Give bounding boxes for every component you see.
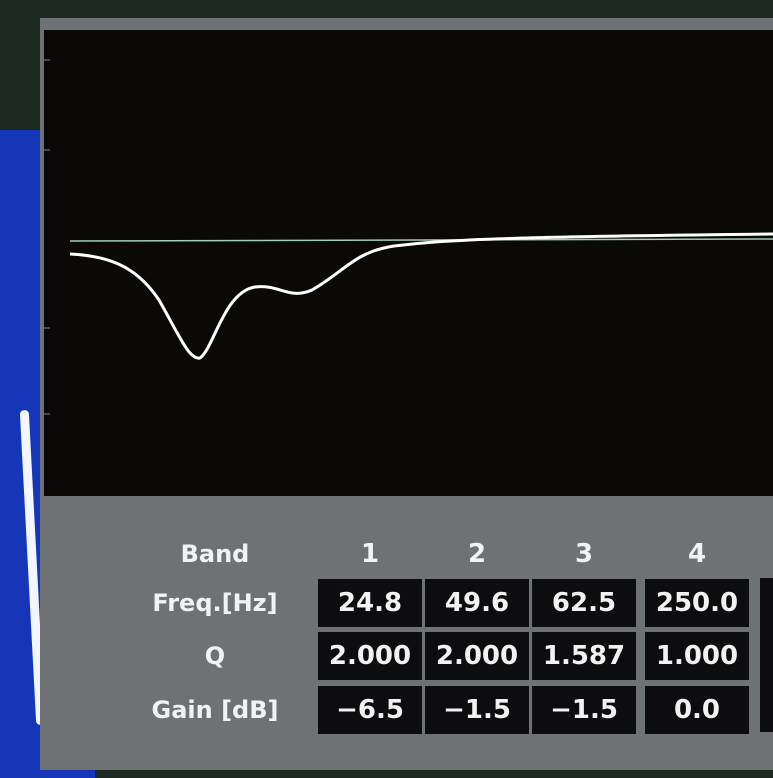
header-cell: 4 [687, 539, 707, 569]
value-cell: 49.6 [425, 579, 529, 627]
value-cell: 250.0 [645, 579, 749, 627]
header-cell: 2 [467, 539, 487, 569]
value-cell: 1.587 [532, 632, 636, 680]
value-cell: 0.0 [645, 686, 749, 734]
value-cell: 1.000 [645, 632, 749, 680]
value-cell: −6.5 [318, 686, 422, 734]
value-cell: 62.5 [532, 579, 636, 627]
header-cell: Band [180, 540, 250, 568]
eq-curve-svg [44, 59, 773, 415]
eq-graph [44, 30, 773, 496]
zero-line [69, 238, 773, 242]
header-cell: 1 [360, 539, 380, 569]
eq-curve [69, 232, 773, 360]
value-cell: 2.000 [318, 632, 422, 680]
row-label: Freq.[Hz] [152, 589, 278, 617]
header-cell: 3 [574, 539, 594, 569]
value-cell: 24.8 [318, 579, 422, 627]
value-cell: −1.5 [425, 686, 529, 734]
value-cell: −1.5 [532, 686, 636, 734]
row-label: Gain [dB] [151, 696, 279, 724]
row-label: Q [204, 642, 226, 670]
value-cell: 2.000 [425, 632, 529, 680]
cell-partial [760, 578, 773, 732]
